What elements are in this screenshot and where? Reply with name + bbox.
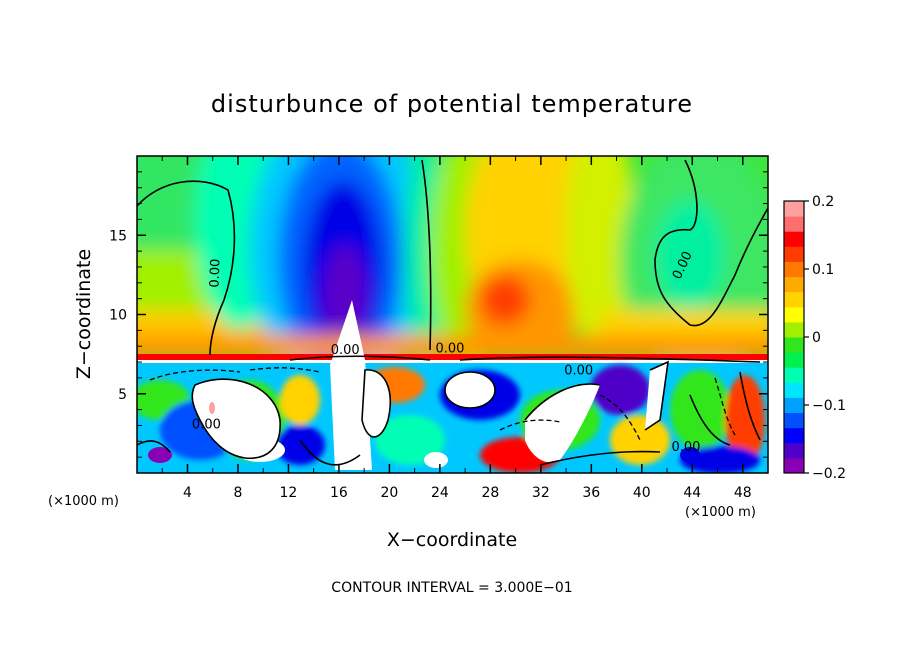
y-axis: 5 10 15 — [109, 171, 768, 458]
lower-field — [137, 300, 768, 473]
x-tick-label: 44 — [683, 485, 701, 501]
contour-label: 0.00 — [331, 343, 360, 358]
colorbar-swatch — [784, 321, 804, 338]
colorbar-tick-label: 0 — [812, 330, 821, 346]
colorbar-swatch — [784, 352, 804, 368]
contour-label: 0.00 — [208, 258, 224, 287]
chart-title: disturbunce of potential temperature — [211, 90, 693, 118]
contour-label: 0.00 — [564, 364, 593, 379]
colorbar-swatch — [784, 291, 804, 308]
colorbar-swatch — [784, 412, 804, 429]
contour-label: 0.00 — [671, 440, 700, 455]
contour-label: 0.00 — [192, 418, 221, 433]
colorbar-tick-label: −0.1 — [812, 398, 846, 414]
colorbar — [783, 200, 805, 474]
interface-band — [137, 354, 768, 360]
colorbar-tick-label: 0.1 — [812, 262, 834, 278]
contour-lines — [137, 159, 768, 466]
colorbar-swatch — [784, 276, 804, 293]
colorbar-swatch — [784, 337, 804, 353]
x-axis-label: X−coordinate — [387, 529, 517, 551]
colorbar-swatch — [784, 382, 804, 398]
x-tick-label: 36 — [582, 485, 600, 501]
x-axis: 4 8 12 16 20 24 28 32 36 40 44 48 — [161, 156, 752, 501]
colorbar-tick-label: 0.2 — [812, 194, 834, 210]
x-tick-label: 16 — [330, 485, 348, 501]
y-tick-label: 15 — [109, 228, 127, 244]
colorbar-swatch — [784, 306, 804, 323]
y-axis-label: Z−coordinate — [73, 249, 95, 379]
contour-label: 0.00 — [435, 342, 464, 357]
colorbar-swatch — [784, 261, 804, 278]
x-tick-label: 48 — [734, 485, 752, 501]
colorbar-swatch — [784, 246, 804, 262]
colorbar-tick-label: −0.2 — [812, 466, 846, 482]
contour-interval-note: CONTOUR INTERVAL = 3.000E−01 — [331, 580, 572, 596]
y-tick-label: 5 — [118, 387, 127, 403]
colorbar-ticks: −0.2 −0.1 0 0.1 0.2 — [804, 194, 846, 482]
colorbar-swatch — [784, 367, 804, 383]
colorbar-swatch — [784, 442, 804, 459]
colorbar-swatch — [784, 216, 804, 232]
colorbar-swatch — [784, 457, 804, 474]
y-tick-label: 10 — [109, 308, 127, 324]
x-tick-label: 40 — [633, 485, 651, 501]
colorbar-swatch — [784, 397, 804, 414]
x-tick-label: 12 — [280, 485, 298, 501]
contour-dashed-lines — [149, 367, 736, 441]
x-tick-label: 32 — [532, 485, 550, 501]
colorbar-swatch — [784, 201, 804, 217]
colorbar-swatch — [784, 231, 804, 247]
x-tick-label: 20 — [380, 485, 398, 501]
x-unit-label-right: (×1000 m) — [685, 505, 756, 520]
x-unit-label-left: (×1000 m) — [48, 494, 119, 509]
upper-field — [137, 156, 768, 400]
x-tick-label: 24 — [431, 485, 449, 501]
colorbar-swatch — [784, 427, 804, 444]
plot-area — [137, 156, 768, 473]
x-tick-label: 8 — [233, 485, 242, 501]
x-tick-label: 28 — [481, 485, 499, 501]
x-tick-label: 4 — [183, 485, 192, 501]
